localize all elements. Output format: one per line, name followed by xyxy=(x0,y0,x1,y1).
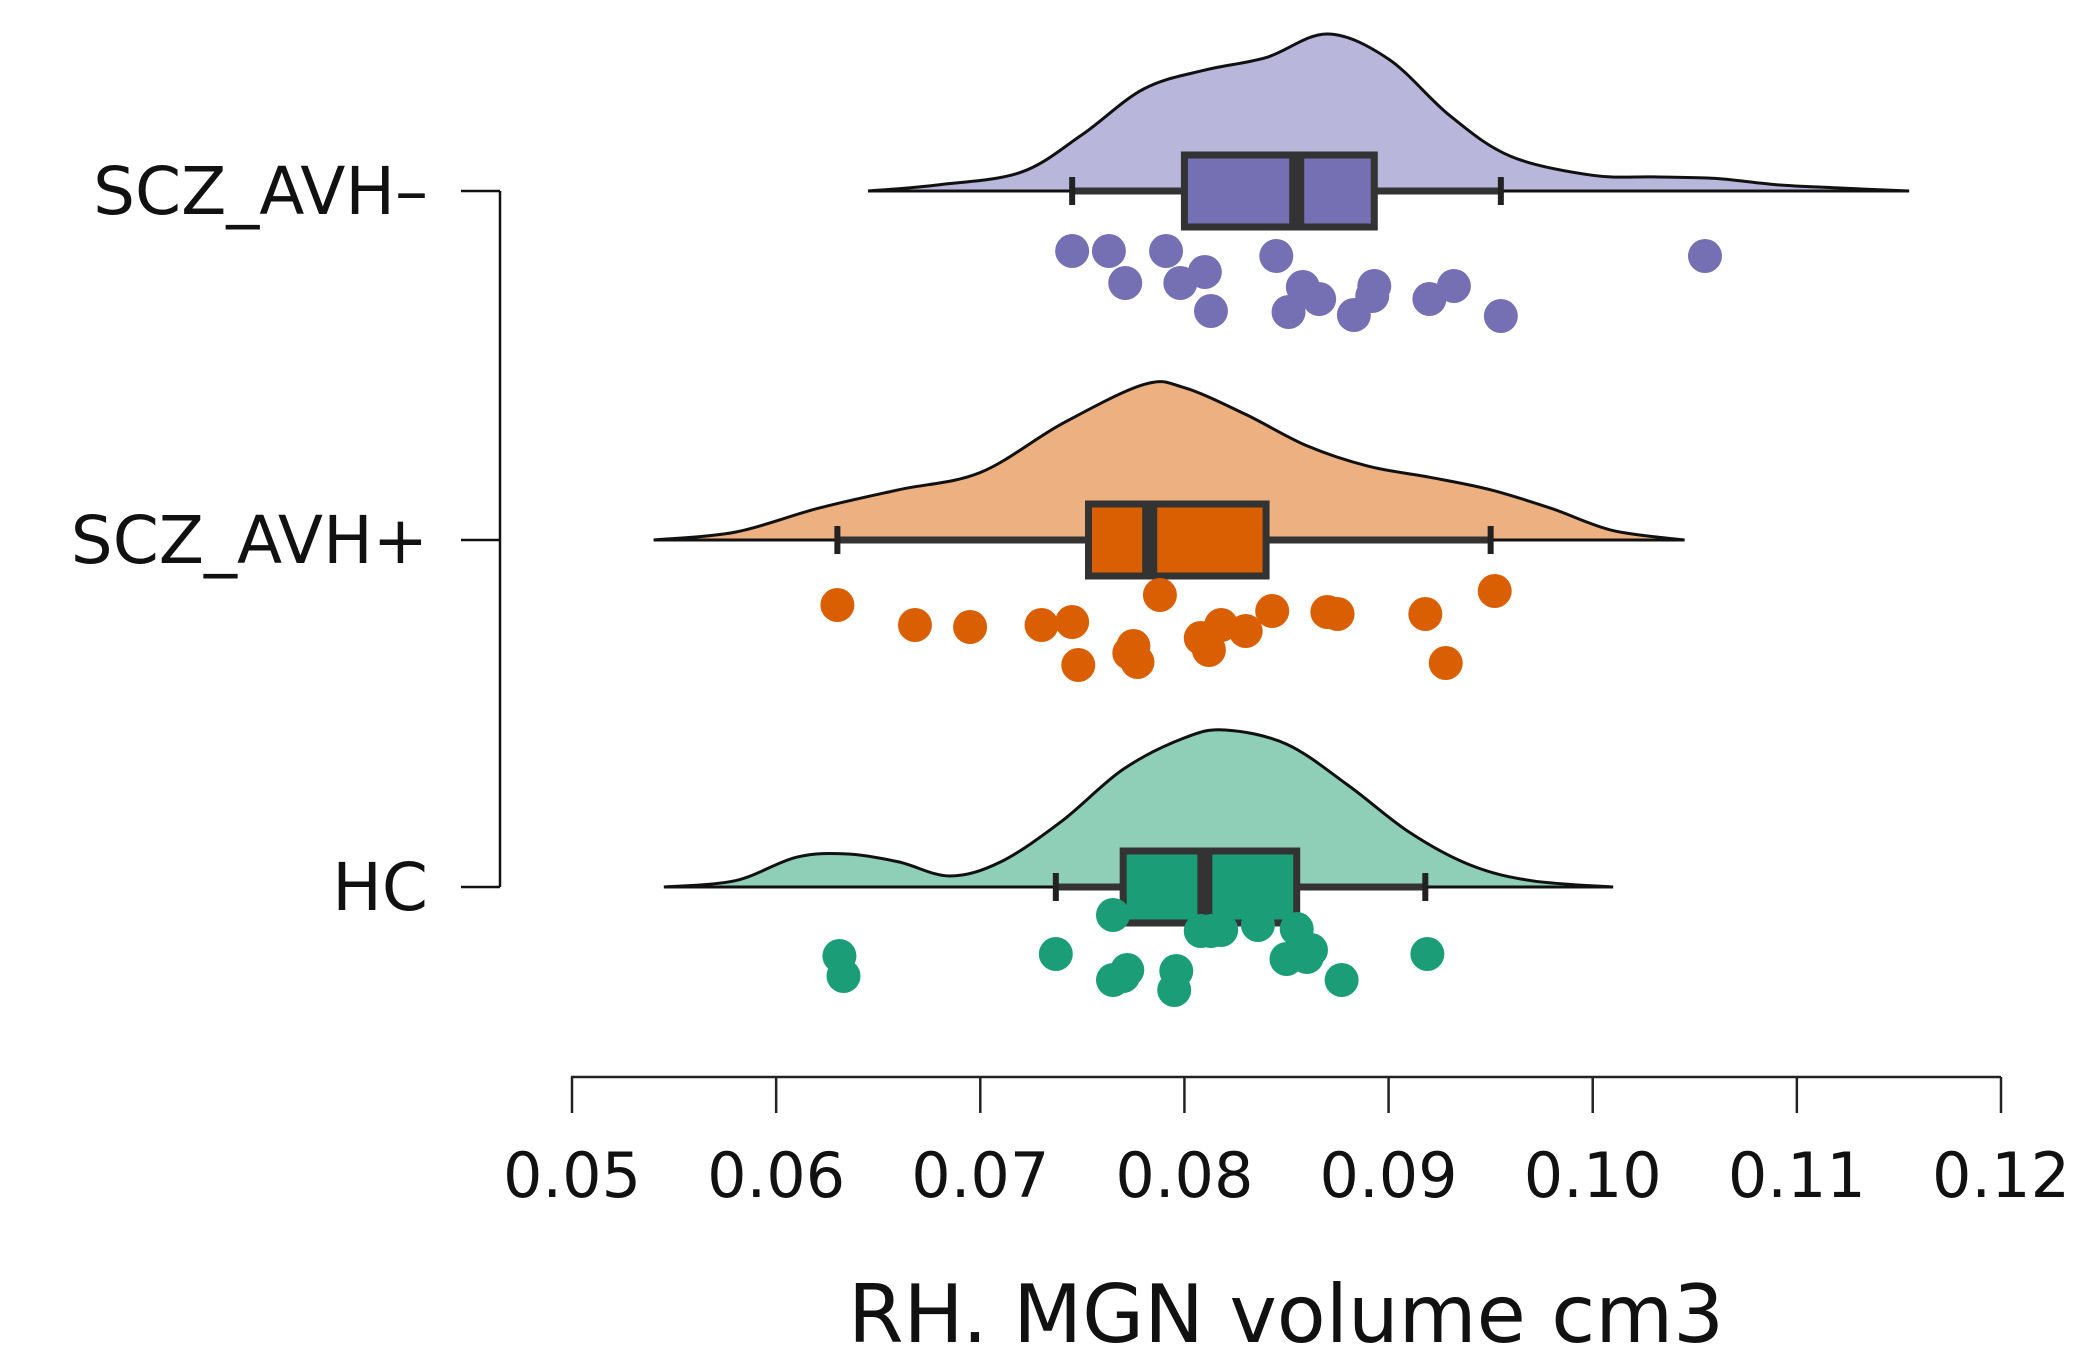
data-point xyxy=(820,588,855,622)
data-point xyxy=(1159,954,1194,988)
x-axis: 0.05 0.06 0.07 0.08 0.09 0.10 0.11 0.12 xyxy=(503,1075,2070,1212)
x-tick-label: 0.06 xyxy=(707,1139,845,1212)
density-area xyxy=(663,729,1614,887)
density-area xyxy=(653,381,1685,540)
data-point xyxy=(1055,234,1090,268)
data-point xyxy=(1410,937,1445,971)
data-point xyxy=(1061,648,1096,682)
data-point xyxy=(1055,605,1090,639)
data-point xyxy=(1324,963,1359,997)
data-point xyxy=(1357,269,1392,303)
data-point xyxy=(1408,597,1443,631)
plot-area xyxy=(653,32,1910,1007)
data-point xyxy=(1228,614,1263,648)
data-point xyxy=(1271,295,1306,329)
data-point xyxy=(1477,574,1512,608)
data-point xyxy=(1110,953,1145,987)
category-label: SCZ_AVH– xyxy=(93,153,428,230)
data-point xyxy=(1091,234,1126,268)
box-iqr xyxy=(1180,151,1378,231)
data-point xyxy=(1293,933,1328,967)
density-outline xyxy=(653,380,1685,542)
x-tick-label: 0.11 xyxy=(1728,1139,1866,1212)
data-point xyxy=(1320,597,1355,631)
data-point xyxy=(1259,239,1294,273)
data-point xyxy=(1302,282,1337,316)
data-point xyxy=(1120,645,1155,679)
data-point xyxy=(1193,294,1228,328)
category-axis: SCZ_AVH– SCZ_AVH+ HC xyxy=(71,153,502,926)
data-point xyxy=(1142,578,1177,612)
category-label: SCZ_AVH+ xyxy=(71,502,428,579)
data-point xyxy=(1240,908,1275,942)
data-point xyxy=(1024,608,1059,642)
x-tick-label: 0.05 xyxy=(503,1139,641,1212)
data-point xyxy=(1149,234,1184,268)
data-point xyxy=(1428,646,1463,680)
x-tick-label: 0.08 xyxy=(1115,1139,1253,1212)
cloud-group xyxy=(653,380,1685,682)
data-point xyxy=(1038,937,1073,971)
density-outline xyxy=(663,728,1614,889)
data-point xyxy=(953,610,988,644)
data-point xyxy=(1687,239,1722,273)
density-outline xyxy=(867,32,1910,193)
cloud-group xyxy=(663,728,1614,1007)
cloud-group xyxy=(867,32,1910,333)
data-point xyxy=(1255,594,1290,628)
box-iqr xyxy=(1084,500,1270,580)
data-point xyxy=(1095,898,1130,932)
data-point xyxy=(826,959,861,993)
x-tick-label: 0.09 xyxy=(1320,1139,1458,1212)
x-tick-label: 0.10 xyxy=(1524,1139,1662,1212)
data-point xyxy=(1204,913,1239,947)
density-area xyxy=(868,33,1910,191)
x-tick-label: 0.07 xyxy=(911,1139,1049,1212)
data-point xyxy=(1483,299,1518,333)
data-point xyxy=(1436,269,1471,303)
data-point xyxy=(1187,255,1222,289)
data-point xyxy=(1108,266,1143,300)
x-tick-label: 0.12 xyxy=(1932,1139,2070,1212)
category-label: HC xyxy=(332,849,428,926)
x-axis-title: RH. MGN volume cm3 xyxy=(848,1268,1724,1358)
data-point xyxy=(897,608,932,642)
